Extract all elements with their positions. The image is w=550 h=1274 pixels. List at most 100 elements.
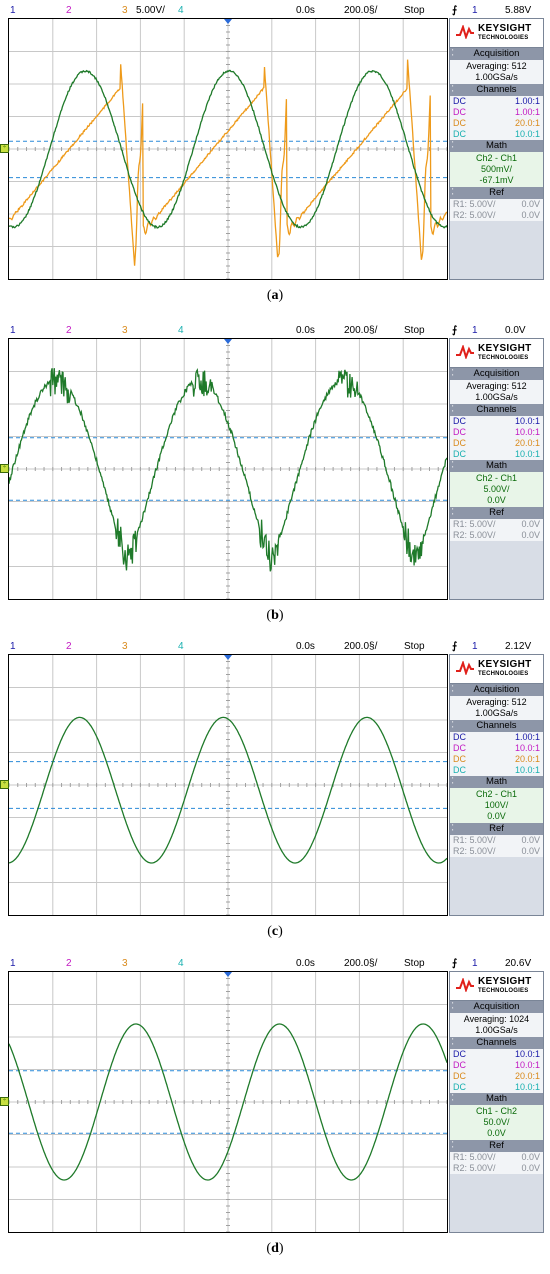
channel-coupling: DC [453,107,466,117]
channel-row-3[interactable]: DC 20.0:1 [450,1071,543,1082]
ref-row-2[interactable]: R2: 5.00V/ 0.0V [450,846,543,857]
ground-marker-icon[interactable]: ÷ [0,144,9,153]
ground-marker-icon[interactable]: ÷ [0,780,9,789]
ch2-label[interactable]: 2 [66,5,72,16]
trigger-position-marker [224,972,232,977]
acq-rate: 1.00GSa/s [475,72,518,82]
ref-name-scale: R1: 5.00V/ [453,1152,496,1162]
ground-marker-icon[interactable]: ÷ [0,1097,9,1106]
ch2-label[interactable]: 2 [66,958,72,969]
ref-offset: 0.0V [521,1152,540,1162]
waveform-display[interactable] [8,18,448,280]
ch2-label[interactable]: 2 [66,325,72,336]
run-state[interactable]: Stop [404,5,425,16]
keysight-wave-icon [456,345,474,359]
trigger-position-marker [224,19,232,24]
channel-probe: 10.0:1 [514,765,540,775]
channel-row-1[interactable]: DC 1.00:1 [450,96,543,107]
acquisition-header[interactable]: Acquisition [450,367,543,380]
ch2-label[interactable]: 2 [66,641,72,652]
channel-row-1[interactable]: DC 10.0:1 [450,416,543,427]
ref-row-1[interactable]: R1: 5.00V/ 0.0V [450,835,543,846]
ref-header[interactable]: Ref [450,822,543,835]
channels-header[interactable]: Channels [450,719,543,732]
ref-row-1[interactable]: R1: 5.00V/ 0.0V [450,519,543,530]
ch1-label[interactable]: 1 [10,641,16,652]
panel-caption: (a) [266,288,284,303]
math-header[interactable]: Math [450,139,543,152]
ref-name-scale: R2: 5.00V/ [453,530,496,540]
ch1-label[interactable]: 1 [10,958,16,969]
acquisition-info: Averaging: 1024 1.00GSa/s [450,1013,543,1037]
channel-coupling: DC [453,1049,466,1059]
acq-rate: 1.00GSa/s [475,1025,518,1035]
trigger-channel: 1 [472,641,478,652]
channel-row-3[interactable]: DC 20.0:1 [450,754,543,765]
ch3-label[interactable]: 3 [122,958,128,969]
ch3-label[interactable]: 3 [122,325,128,336]
run-state[interactable]: Stop [404,958,425,969]
ground-marker-icon[interactable]: ÷ [0,464,9,473]
ref-header[interactable]: Ref [450,186,543,199]
ref-header[interactable]: Ref [450,1139,543,1152]
waveform-plot [9,655,447,915]
channels-header[interactable]: Channels [450,1036,543,1049]
ref-name-scale: R2: 5.00V/ [453,846,496,856]
trace-green [9,1023,447,1181]
channel-row-2[interactable]: DC 10.0:1 [450,427,543,438]
trigger-level: 0.0V [505,325,526,336]
channel-row-3[interactable]: DC 20.0:1 [450,438,543,449]
channels-header[interactable]: Channels [450,403,543,416]
channel-row-2[interactable]: DC 1.00:1 [450,107,543,118]
channels-header[interactable]: Channels [450,83,543,96]
trigger-level: 20.6V [505,958,532,969]
ch4-label[interactable]: 4 [178,5,184,16]
waveform-display[interactable] [8,971,448,1233]
channel-row-1[interactable]: DC 10.0:1 [450,1049,543,1060]
ref-header[interactable]: Ref [450,506,543,519]
ref-row-1[interactable]: R1: 5.00V/ 0.0V [450,1152,543,1163]
ref-row-2[interactable]: R2: 5.00V/ 0.0V [450,210,543,221]
ref-row-1[interactable]: R1: 5.00V/ 0.0V [450,199,543,210]
channel-row-4[interactable]: DC 10.0:1 [450,1082,543,1093]
channel-row-4[interactable]: DC 10.0:1 [450,449,543,460]
scope-panel-d: 1 2 3 4 0.0s 200.0§/ Stop ⨍ 1 20.6V ÷ KE… [0,957,550,1256]
channel-row-1[interactable]: DC 1.00:1 [450,732,543,743]
channel-row-4[interactable]: DC 10.0:1 [450,129,543,140]
channel-row-3[interactable]: DC 20.0:1 [450,118,543,129]
ref-row-2[interactable]: R2: 5.00V/ 0.0V [450,1163,543,1174]
channel-row-4[interactable]: DC 10.0:1 [450,765,543,776]
acquisition-header[interactable]: Acquisition [450,1000,543,1013]
time-scale: 200.0§/ [344,5,378,16]
acq-mode: Averaging: 512 [466,381,527,391]
ch1-label[interactable]: 1 [10,5,16,16]
ch3-label[interactable]: 3 [122,5,128,16]
side-panel: KEYSIGHT TECHNOLOGIES Acquisition Averag… [449,338,544,600]
math-header[interactable]: Math [450,775,543,788]
channel-row-2[interactable]: DC 10.0:1 [450,743,543,754]
acquisition-header[interactable]: Acquisition [450,683,543,696]
waveform-display[interactable] [8,338,448,600]
run-state[interactable]: Stop [404,641,425,652]
panel-caption: (d) [266,1241,284,1256]
panel-caption: (c) [267,924,283,939]
math-header[interactable]: Math [450,1092,543,1105]
ch3-label[interactable]: 3 [122,641,128,652]
channel-probe: 10.0:1 [514,1049,540,1059]
ch4-label[interactable]: 4 [178,641,184,652]
ch4-label[interactable]: 4 [178,325,184,336]
acq-mode: Averaging: 512 [466,61,527,71]
ch4-label[interactable]: 4 [178,958,184,969]
status-bar: 1 2 3 4 0.0s 200.0§/ Stop ⨍ 1 20.6V [0,957,550,971]
waveform-display[interactable] [8,654,448,916]
scope-panel-c: 1 2 3 4 0.0s 200.0§/ Stop ⨍ 1 2.12V ÷ KE… [0,640,550,939]
channel-probe: 20.0:1 [514,118,540,128]
run-state[interactable]: Stop [404,325,425,336]
channel-probe: 1.00:1 [514,96,540,106]
acquisition-header[interactable]: Acquisition [450,47,543,60]
math-header[interactable]: Math [450,459,543,472]
trigger-position-marker [224,339,232,344]
channel-row-2[interactable]: DC 10.0:1 [450,1060,543,1071]
ref-row-2[interactable]: R2: 5.00V/ 0.0V [450,530,543,541]
ch1-label[interactable]: 1 [10,325,16,336]
